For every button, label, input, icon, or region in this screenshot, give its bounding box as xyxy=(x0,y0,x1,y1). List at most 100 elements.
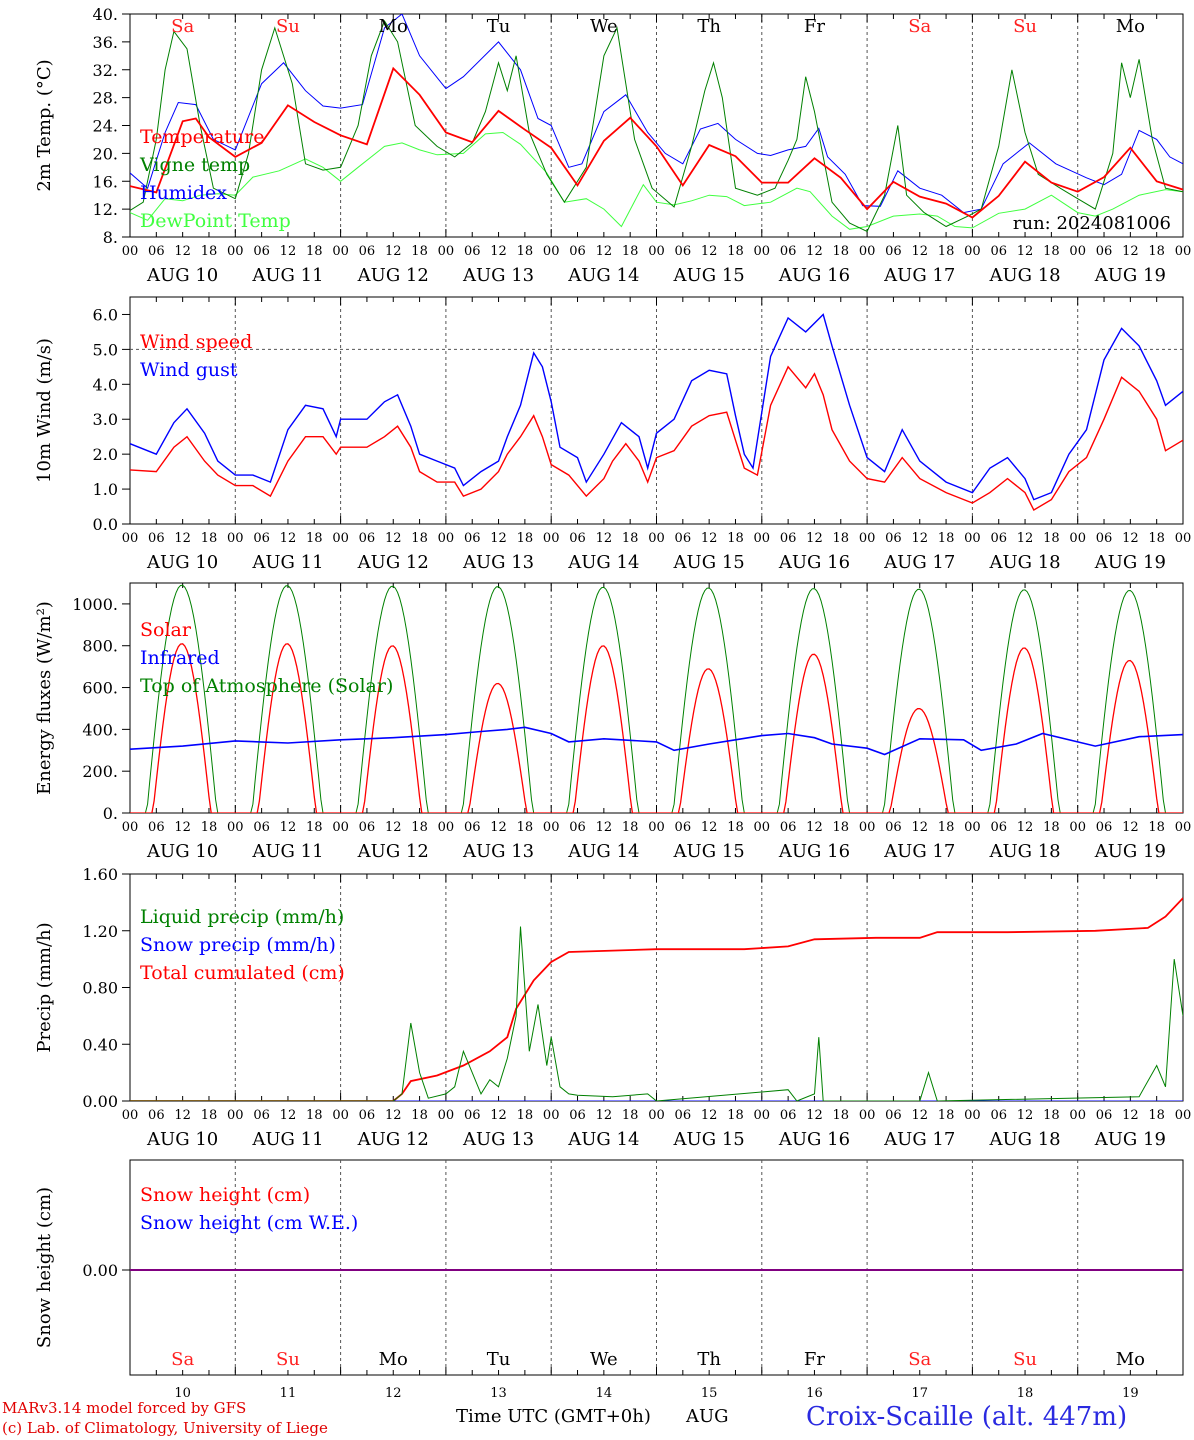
y-tick-label: 32. xyxy=(93,61,118,80)
weekday-label: Mo xyxy=(1116,1349,1145,1370)
station-name: Croix-Scaille (alt. 447m) xyxy=(806,1402,1128,1432)
weekday-label: Fr xyxy=(804,16,825,37)
x-hour-label: 00 xyxy=(122,531,139,546)
y-tick-label: 5.0 xyxy=(93,340,118,359)
x-hour-label: 18 xyxy=(201,1108,218,1123)
x-hour-label: 18 xyxy=(411,244,428,259)
x-hour-label: 18 xyxy=(1148,1108,1165,1123)
x-hour-label: 00 xyxy=(754,1108,771,1123)
x-hour-label: 18 xyxy=(1043,1108,1060,1123)
x-hour-label: 18 xyxy=(411,820,428,835)
x-hour-label: 18 xyxy=(622,244,639,259)
x-hour-label: 06 xyxy=(675,1108,692,1123)
x-hour-label: 00 xyxy=(438,820,455,835)
x-date-label: AUG 12 xyxy=(357,841,429,862)
y-tick-label: 12. xyxy=(93,200,118,219)
x-hour-label: 12 xyxy=(1122,1108,1139,1123)
x-hour-label: 00 xyxy=(964,244,981,259)
series-line-temperature xyxy=(130,66,1183,219)
x-date-label: AUG 12 xyxy=(357,1129,429,1150)
x-hour-label: 00 xyxy=(1175,244,1192,259)
x-hour-label: 06 xyxy=(359,1108,376,1123)
weekday-label: Fr xyxy=(804,1349,825,1370)
x-hour-label: 06 xyxy=(253,820,270,835)
x-hour-label: 12 xyxy=(596,1108,613,1123)
x-hour-label: 00 xyxy=(122,244,139,259)
day-number-label: 10 xyxy=(174,1386,191,1398)
x-hour-label: 12 xyxy=(1122,244,1139,259)
x-hour-label: 18 xyxy=(1148,531,1165,546)
x-hour-label: 12 xyxy=(806,1108,823,1123)
x-hour-label: 06 xyxy=(1096,1108,1113,1123)
x-hour-label: 12 xyxy=(806,531,823,546)
y-axis-title: Snow height (cm) xyxy=(34,1187,55,1348)
x-date-label: AUG 11 xyxy=(251,552,323,573)
x-hour-label: 18 xyxy=(306,244,323,259)
x-hour-label: 06 xyxy=(675,820,692,835)
x-date-label: AUG 17 xyxy=(883,552,955,573)
y-tick-label: 1.0 xyxy=(93,480,118,499)
x-hour-label: 06 xyxy=(885,820,902,835)
x-hour-label: 18 xyxy=(1043,531,1060,546)
x-date-label: AUG 16 xyxy=(778,841,850,862)
y-tick-label: 28. xyxy=(93,89,118,108)
series-line-infrared xyxy=(130,726,1183,756)
legend-entry: Wind speed xyxy=(140,331,252,353)
x-hour-label: 06 xyxy=(253,531,270,546)
x-hour-label: 06 xyxy=(780,531,797,546)
x-hour-label: 12 xyxy=(174,1108,191,1123)
x-hour-label: 18 xyxy=(938,531,955,546)
x-hour-label: 18 xyxy=(833,531,850,546)
x-hour-label: 12 xyxy=(280,1108,297,1123)
x-hour-label: 06 xyxy=(464,244,481,259)
x-hour-label: 18 xyxy=(833,244,850,259)
x-hour-label: 06 xyxy=(569,244,586,259)
x-hour-label: 06 xyxy=(990,531,1007,546)
weekday-label: Su xyxy=(276,16,300,37)
x-hour-label: 00 xyxy=(1175,531,1192,546)
weekday-label: Su xyxy=(1013,1349,1037,1370)
x-hour-label: 12 xyxy=(385,531,402,546)
x-hour-label: 06 xyxy=(990,1108,1007,1123)
y-tick-label: 0.00 xyxy=(82,1092,118,1111)
x-hour-label: 06 xyxy=(885,244,902,259)
y-tick-label: 8. xyxy=(103,228,118,247)
x-date-label: AUG 18 xyxy=(988,841,1060,862)
x-hour-label: 00 xyxy=(543,244,560,259)
x-hour-label: 12 xyxy=(174,531,191,546)
x-hour-label: 12 xyxy=(174,244,191,259)
x-hour-label: 18 xyxy=(833,820,850,835)
x-hour-label: 18 xyxy=(201,244,218,259)
x-axis-title: Time UTC (GMT+0h) xyxy=(456,1406,651,1427)
x-hour-label: 00 xyxy=(964,820,981,835)
x-hour-label: 18 xyxy=(1043,820,1060,835)
x-hour-label: 18 xyxy=(1148,244,1165,259)
x-hour-label: 12 xyxy=(280,244,297,259)
x-hour-label: 06 xyxy=(253,244,270,259)
x-date-label: AUG 14 xyxy=(567,1129,639,1150)
y-tick-label: 200. xyxy=(82,762,118,781)
legend-entry: Snow height (cm) xyxy=(140,1184,310,1206)
series-line-dewpoint-temp xyxy=(130,131,1183,230)
x-hour-label: 18 xyxy=(622,531,639,546)
x-hour-label: 12 xyxy=(490,1108,507,1123)
weekday-label: Mo xyxy=(1116,16,1145,37)
x-hour-label: 06 xyxy=(780,244,797,259)
x-hour-label: 18 xyxy=(201,531,218,546)
weekday-label: Sa xyxy=(908,1349,931,1370)
x-hour-label: 00 xyxy=(1069,1108,1086,1123)
day-number-label: 17 xyxy=(911,1386,928,1398)
legend-entry: Snow height (cm W.E.) xyxy=(140,1212,358,1234)
y-tick-label: 0.0 xyxy=(93,515,118,534)
lab-credit: (c) Lab. of Climatology, University of L… xyxy=(2,1419,328,1437)
day-number-label: 14 xyxy=(596,1386,613,1398)
series-line-total-cumulated-cm- xyxy=(130,897,1183,1101)
x-hour-label: 00 xyxy=(332,244,349,259)
x-date-label: AUG 16 xyxy=(778,265,850,286)
legend-entry: Snow precip (mm/h) xyxy=(140,934,336,956)
weekday-label: Mo xyxy=(379,1349,408,1370)
y-tick-label: 6.0 xyxy=(93,305,118,324)
x-hour-label: 00 xyxy=(227,820,244,835)
x-hour-label: 00 xyxy=(754,820,771,835)
x-hour-label: 18 xyxy=(306,531,323,546)
